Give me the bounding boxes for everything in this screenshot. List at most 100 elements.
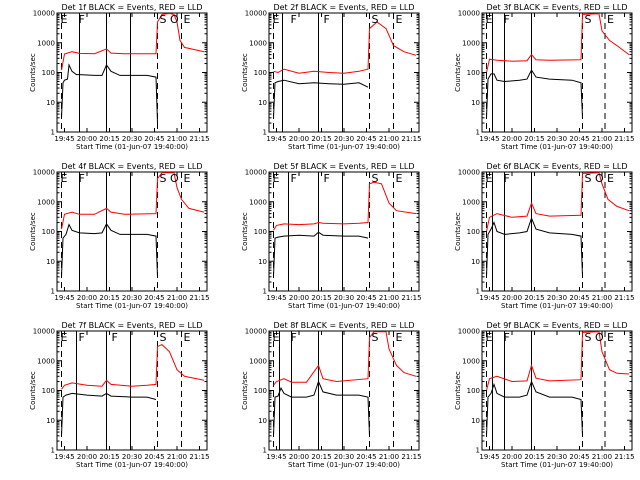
x-tick-label: 19:45 (54, 135, 74, 143)
x-tick-label: 19:45 (479, 135, 499, 143)
y-tick-label: 1000 (462, 198, 480, 206)
y-tick-label: 1 (51, 447, 55, 455)
x-tick-label: 20:00 (289, 453, 309, 461)
event-letter: E (184, 331, 191, 344)
x-tick-label: 20:15 (311, 453, 331, 461)
event-letter: F (324, 172, 330, 185)
event-letter: S (585, 331, 592, 344)
y-axis-label: Counts/sec (454, 371, 462, 410)
events-series-line (486, 216, 583, 277)
events-series-line (273, 79, 369, 118)
panel-title: Det 2f BLACK = Events, RED = LLD (273, 3, 414, 12)
x-axis-label: Start Time (01-Jun-07 19:40:00) (501, 143, 613, 151)
y-tick-label: 1 (51, 288, 55, 296)
x-axis-label: Start Time (01-Jun-07 19:40:00) (76, 143, 188, 151)
x-tick-label: 21:00 (379, 453, 399, 461)
event-letter: E (273, 331, 280, 344)
event-letter: E (486, 13, 493, 26)
x-tick-label: 20:30 (547, 453, 567, 461)
plot-area (61, 331, 205, 450)
x-tick-label: 21:15 (614, 294, 634, 302)
lld-series-line (273, 21, 417, 74)
x-tick-label: 20:00 (289, 135, 309, 143)
x-tick-label: 20:45 (356, 294, 376, 302)
x-tick-label: 21:00 (592, 294, 612, 302)
event-letter: F (291, 331, 297, 344)
events-series-line (61, 222, 158, 277)
x-tick-label: 20:45 (144, 294, 164, 302)
plot-area (486, 172, 630, 291)
y-tick-label: 10000 (245, 328, 267, 336)
lld-series-line (486, 172, 630, 232)
event-letter: O (170, 172, 179, 185)
x-tick-label: 21:15 (614, 453, 634, 461)
y-tick-label: 1 (263, 129, 267, 137)
event-letter: O (595, 331, 604, 344)
x-tick-label: 19:45 (266, 294, 286, 302)
event-letter: F (324, 13, 330, 26)
x-tick-label: 19:45 (54, 453, 74, 461)
y-tick-label: 100 (42, 228, 55, 236)
y-tick-label: 1000 (249, 39, 267, 47)
event-letter: F (79, 13, 85, 26)
x-tick-label: 20:45 (569, 135, 589, 143)
x-tick-label: 20:00 (77, 453, 97, 461)
event-letter: E (61, 172, 68, 185)
event-letter: E (61, 13, 68, 26)
panel-title: Det 4f BLACK = Events, RED = LLD (61, 162, 202, 171)
panel-title: Det 1f BLACK = Events, RED = LLD (61, 3, 202, 12)
lld-series-line (61, 13, 205, 71)
y-tick-label: 10 (471, 99, 480, 107)
x-tick-label: 20:00 (502, 453, 522, 461)
x-axis-label: Start Time (01-Jun-07 19:40:00) (501, 461, 613, 469)
y-axis-label: Counts/sec (241, 53, 249, 92)
x-tick-label: 21:15 (189, 453, 209, 461)
x-axis-label: Start Time (01-Jun-07 19:40:00) (288, 461, 400, 469)
plot-area (486, 13, 630, 132)
event-letter: F (79, 331, 85, 344)
event-letter: F (291, 172, 297, 185)
y-axis-label: Counts/sec (29, 371, 37, 410)
event-letter: E (273, 13, 280, 26)
events-series-line (273, 231, 369, 277)
x-tick-label: 21:15 (401, 135, 421, 143)
x-tick-label: 20:30 (547, 294, 567, 302)
y-tick-label: 1000 (462, 39, 480, 47)
panel-title: Det 9f BLACK = Events, RED = LLD (486, 321, 627, 330)
x-tick-label: 20:15 (99, 453, 119, 461)
x-tick-label: 20:00 (77, 294, 97, 302)
y-tick-label: 100 (467, 69, 480, 77)
event-letter: F (112, 331, 118, 344)
lld-series-line (486, 331, 630, 391)
y-tick-label: 100 (254, 387, 267, 395)
plot-frame (56, 330, 208, 451)
x-tick-label: 21:15 (401, 294, 421, 302)
event-letter: E (273, 172, 280, 185)
x-tick-label: 21:00 (167, 453, 187, 461)
y-axis-label: Counts/sec (29, 53, 37, 92)
event-letter: F (291, 13, 297, 26)
x-tick-label: 19:45 (266, 135, 286, 143)
x-tick-label: 20:00 (502, 294, 522, 302)
events-series-line (61, 392, 157, 436)
x-tick-label: 20:15 (99, 135, 119, 143)
x-tick-label: 20:15 (524, 294, 544, 302)
y-tick-label: 1 (476, 288, 480, 296)
event-letter: E (61, 331, 68, 344)
y-tick-label: 10 (258, 417, 267, 425)
event-letter: S (372, 331, 379, 344)
event-letter: S (585, 13, 592, 26)
x-tick-label: 20:15 (524, 135, 544, 143)
x-tick-label: 21:00 (167, 294, 187, 302)
y-tick-label: 100 (42, 69, 55, 77)
x-axis-label: Start Time (01-Jun-07 19:40:00) (76, 302, 188, 310)
panel-title: Det 5f BLACK = Events, RED = LLD (273, 162, 414, 171)
x-tick-label: 19:45 (54, 294, 74, 302)
y-tick-label: 10 (258, 99, 267, 107)
x-tick-label: 20:15 (524, 453, 544, 461)
